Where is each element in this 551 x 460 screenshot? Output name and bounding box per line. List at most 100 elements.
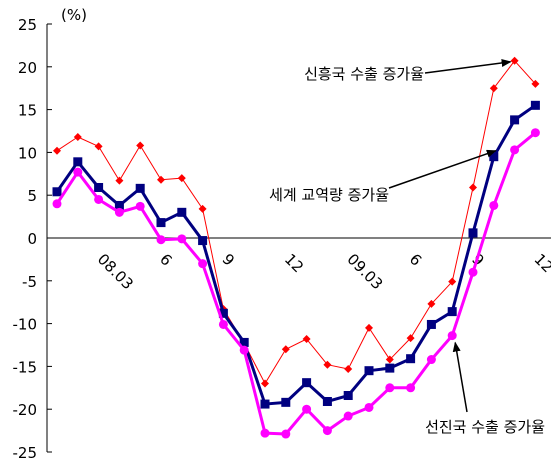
y-tick-label: -15 — [13, 358, 38, 376]
series-1 — [53, 56, 540, 388]
annotation-arrow — [452, 341, 468, 413]
data-point — [177, 234, 187, 244]
y-tick-label: 25 — [18, 16, 37, 34]
data-point — [218, 308, 228, 318]
data-point — [343, 411, 353, 421]
data-point — [365, 323, 373, 332]
data-point — [281, 397, 291, 407]
data-point — [468, 267, 478, 277]
data-point — [73, 157, 83, 167]
annotation-label: 세계 교역량 증가율 — [269, 186, 389, 204]
data-point — [427, 299, 436, 308]
series-layer — [52, 56, 540, 439]
data-point — [156, 235, 166, 245]
data-point — [469, 183, 477, 192]
data-point — [177, 207, 187, 217]
data-point — [385, 363, 395, 373]
data-point — [73, 167, 83, 177]
data-point — [489, 84, 498, 93]
data-point — [322, 426, 332, 436]
annotation-arrow — [424, 59, 512, 74]
data-point — [510, 145, 520, 155]
data-point — [136, 141, 145, 150]
x-tick-label: 12 — [281, 250, 307, 276]
x-tick-label: 6 — [406, 250, 425, 269]
series-2 — [52, 100, 540, 409]
x-tick-label: 9 — [219, 250, 238, 269]
y-tick-label: -5 — [22, 273, 37, 291]
data-point — [302, 404, 312, 414]
data-point — [135, 183, 145, 193]
y-tick-label: 0 — [27, 230, 37, 248]
data-point — [135, 201, 145, 211]
x-tick-label: 6 — [156, 250, 175, 269]
data-point — [344, 364, 353, 373]
data-point — [322, 396, 332, 406]
data-point — [198, 259, 208, 269]
x-tick-label: 09.03 — [343, 250, 386, 293]
data-point — [114, 200, 124, 210]
data-point — [73, 132, 82, 141]
data-point — [114, 207, 124, 217]
annotation-label: 선진국 수출 증가율 — [425, 418, 545, 436]
x-tick-label: 08.03 — [94, 250, 137, 293]
data-point — [447, 331, 457, 341]
data-point — [156, 218, 166, 228]
annotation-label: 신흥국 수출 증가율 — [304, 65, 424, 83]
data-point — [94, 182, 104, 192]
y-tick-label: 10 — [18, 144, 37, 162]
data-point — [239, 337, 249, 347]
y-tick-label: 15 — [18, 102, 37, 120]
series-3 — [52, 128, 540, 439]
data-point — [510, 56, 519, 65]
data-point — [510, 115, 520, 125]
data-point — [323, 360, 332, 369]
data-point — [302, 378, 312, 388]
data-point — [489, 152, 499, 162]
data-point — [94, 194, 104, 204]
data-point — [218, 319, 228, 329]
data-point — [364, 402, 374, 412]
data-point — [364, 366, 374, 376]
data-point — [385, 355, 394, 364]
data-point — [52, 199, 62, 209]
data-point — [406, 354, 416, 364]
data-point — [343, 391, 353, 401]
data-point — [281, 429, 291, 439]
data-point — [531, 79, 540, 88]
data-point — [260, 428, 270, 438]
annotation-arrow — [388, 149, 497, 189]
data-point — [530, 128, 540, 138]
y-tick-label: -10 — [13, 316, 38, 334]
y-axis-label: (%) — [61, 6, 87, 24]
y-tick-label: -20 — [13, 401, 38, 419]
data-point — [177, 174, 186, 183]
y-tick-label: -25 — [13, 444, 38, 460]
data-point — [447, 307, 457, 317]
x-tick-label: 12 — [531, 250, 551, 276]
data-point — [53, 146, 61, 155]
y-tick-label: 20 — [18, 59, 37, 77]
data-point — [115, 176, 124, 185]
data-point — [198, 204, 207, 213]
data-point — [426, 355, 436, 365]
data-point — [489, 200, 499, 210]
data-point — [406, 383, 416, 393]
series-line — [56, 60, 536, 385]
data-point — [94, 142, 103, 151]
data-point — [426, 319, 436, 329]
data-point — [302, 335, 311, 344]
data-point — [198, 236, 208, 246]
data-point — [260, 399, 270, 409]
data-point — [468, 228, 478, 238]
data-point — [239, 345, 249, 355]
data-point — [530, 100, 540, 110]
data-point — [157, 175, 165, 184]
data-point — [52, 187, 62, 197]
data-point — [385, 383, 395, 393]
data-point — [261, 379, 269, 388]
y-tick-label: 5 — [27, 187, 37, 205]
data-point — [406, 334, 415, 343]
